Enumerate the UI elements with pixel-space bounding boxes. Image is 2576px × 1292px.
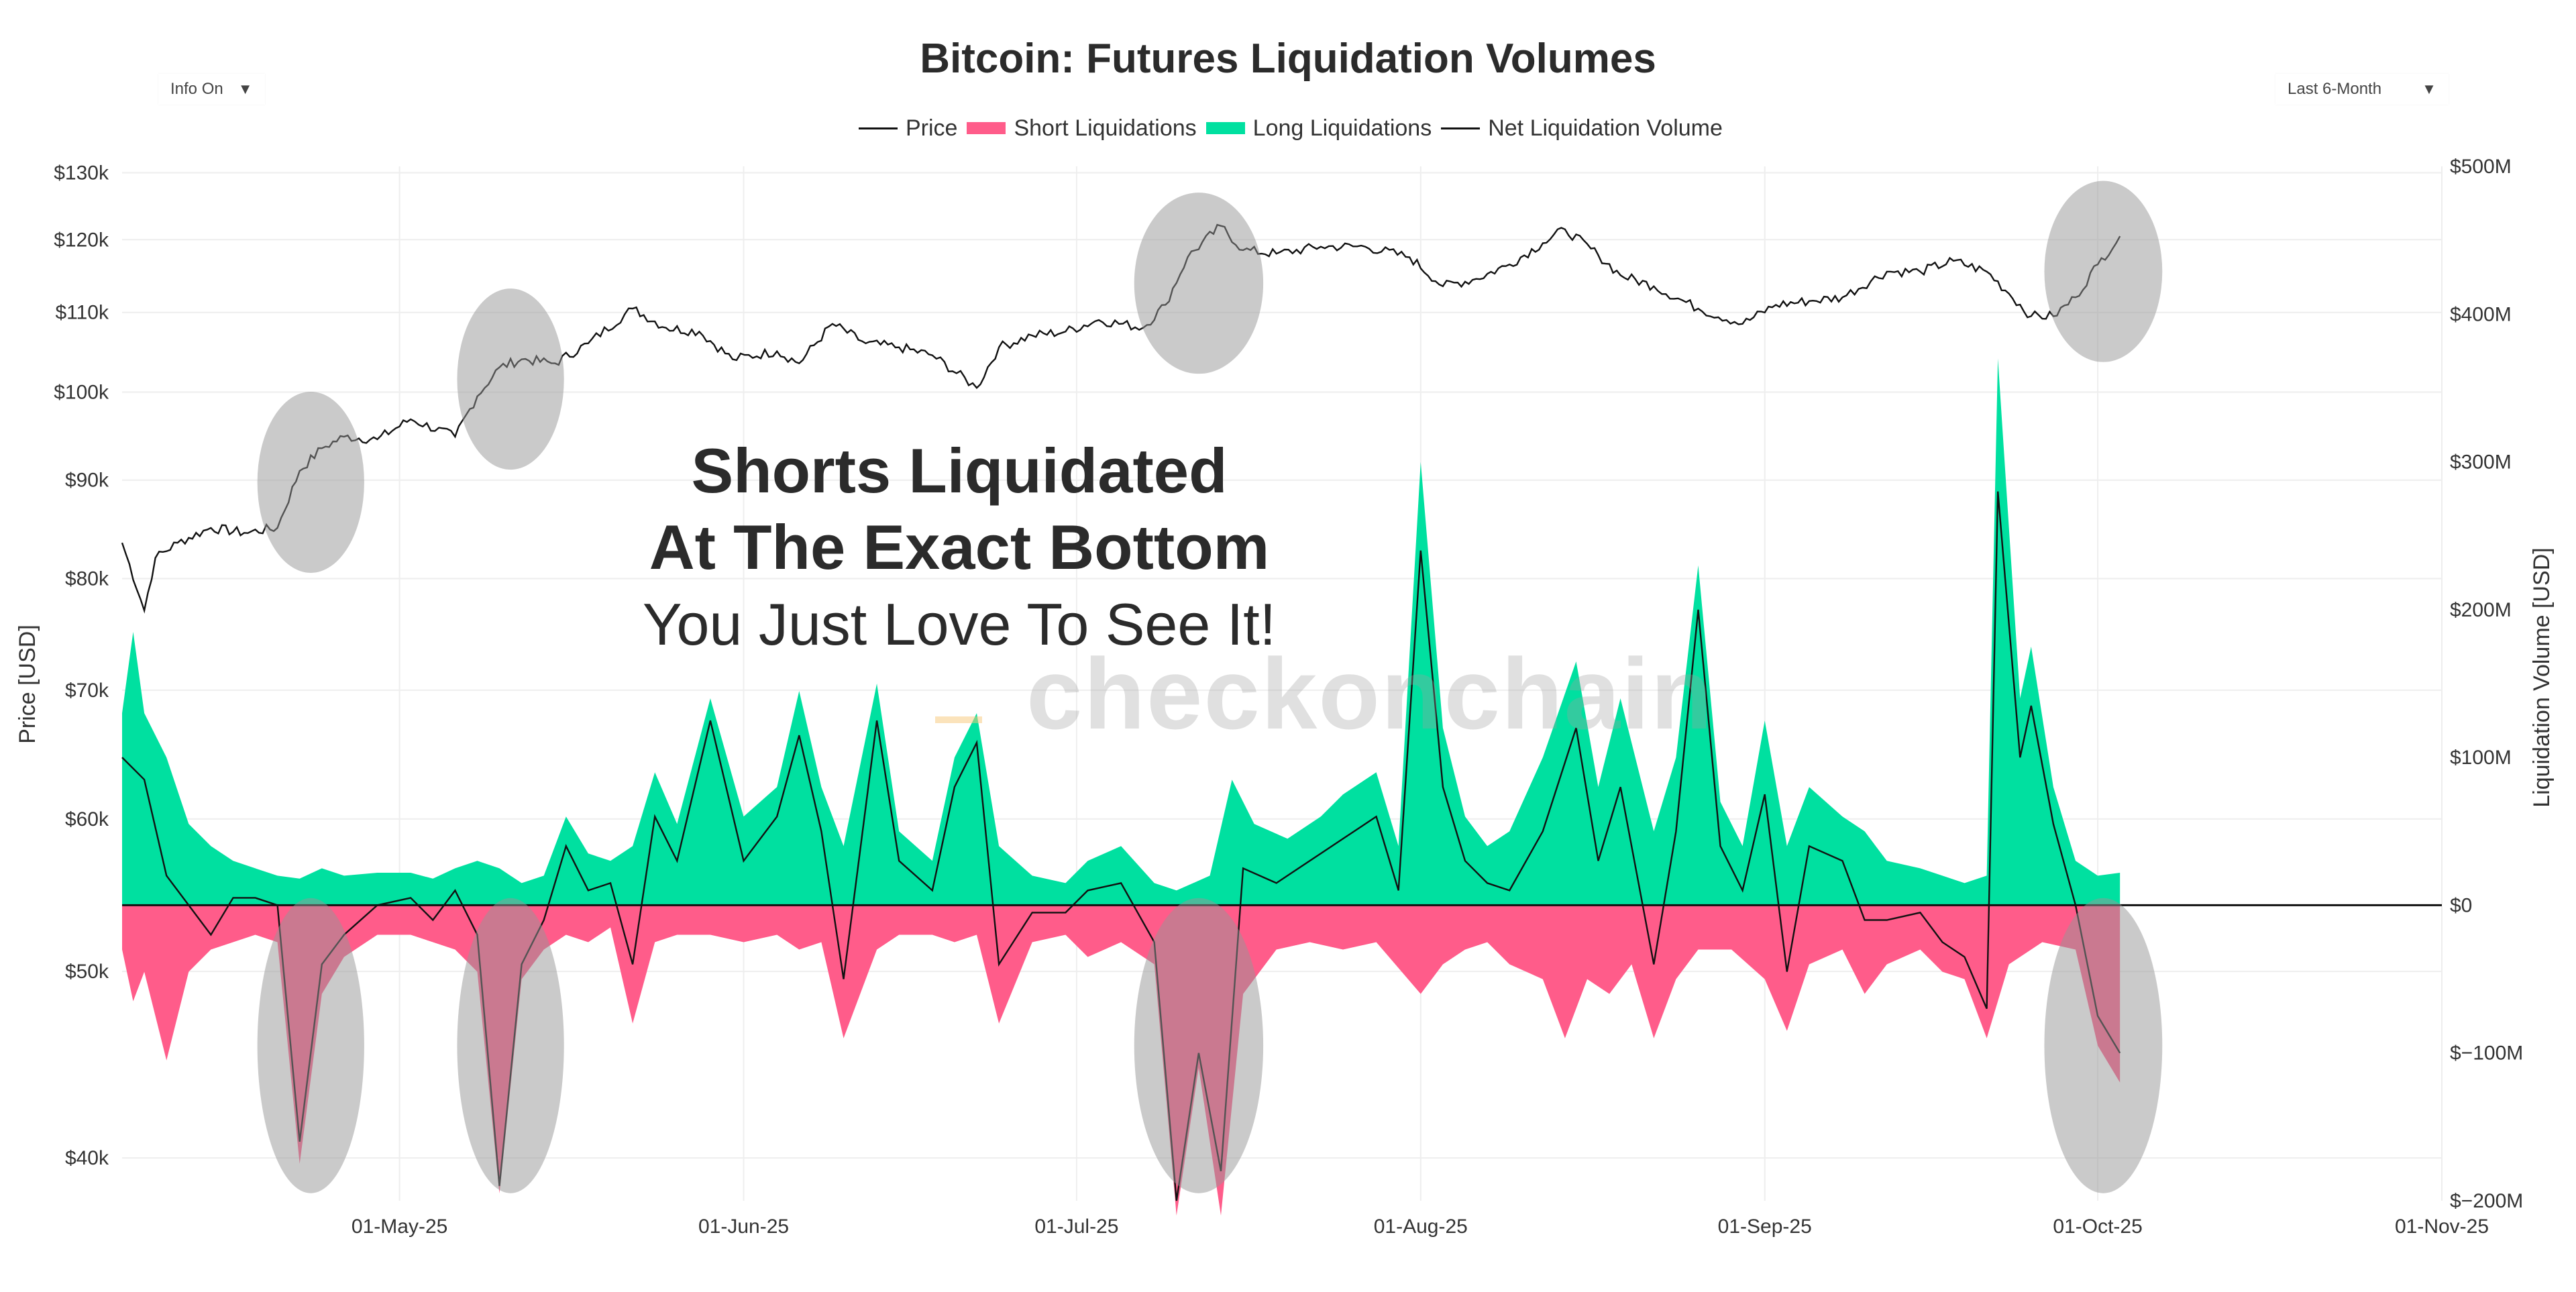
legend-label-price: Price [906, 115, 958, 141]
legend-swatch-price [859, 127, 898, 129]
highlight-shorts-0 [257, 898, 364, 1193]
legend-item-net[interactable]: Net Liquidation Volume [1441, 115, 1723, 142]
watermark: checkonchain [1026, 637, 1714, 750]
y-left-tick-label: $120k [54, 229, 109, 251]
highlight-price-0 [257, 391, 364, 573]
y-right-tick-label: $300M [2450, 451, 2512, 474]
highlight-shorts-1 [457, 898, 564, 1193]
x-tick-label: 01-Sep-25 [1718, 1216, 1812, 1238]
annotation-line-2: At The Exact Bottom [649, 512, 1270, 582]
y-left-tick-label: $100k [54, 381, 109, 403]
highlight-price-2 [1134, 193, 1264, 374]
y-right-axis-label: Liquidation Volume [USD] [2529, 547, 2555, 807]
series-short-liquidations [122, 905, 2121, 1216]
y-right-tick-label: $500M [2450, 156, 2512, 178]
chevron-down-icon: ▼ [2422, 80, 2436, 97]
annotation-line-1: Shorts Liquidated [691, 435, 1228, 506]
chart-title: Bitcoin: Futures Liquidation Volumes [920, 36, 1656, 82]
y-right-tick-label: $400M [2450, 303, 2512, 325]
legend-swatch-net [1441, 127, 1481, 129]
highlight-shorts-2 [1134, 898, 1264, 1193]
y-right-tick-label: $100M [2450, 747, 2512, 769]
legend-swatch-long [1205, 122, 1245, 134]
y-left-tick-label: $90k [65, 470, 109, 492]
y-left-tick-label: $40k [65, 1147, 109, 1169]
y-left-tick-label: $80k [65, 568, 109, 590]
y-right-tick-label: $0 [2450, 894, 2472, 916]
x-tick-label: 01-Oct-25 [2053, 1216, 2142, 1238]
x-tick-label: 01-Jun-25 [698, 1216, 789, 1238]
chevron-down-icon: ▼ [237, 80, 253, 97]
legend-item-short[interactable]: Short Liquidations [967, 115, 1197, 142]
series-long-liquidations [122, 358, 2121, 906]
series-net-liquidation [121, 491, 2121, 1201]
legend-item-price[interactable]: Price [859, 115, 957, 142]
legend: Price Short Liquidations Long Liquidatio… [859, 113, 1732, 144]
legend-label-short: Short Liquidations [1014, 115, 1197, 141]
range-select[interactable]: Last 6-Month ▼ [2275, 74, 2449, 105]
highlight-price-1 [457, 288, 564, 470]
axes: 01-May-25 01-Jun-25 01-Jul-25 01-Aug-25 01-S… [15, 156, 2555, 1238]
legend-label-long: Long Liquidations [1252, 115, 1432, 141]
x-tick-label: 01-May-25 [352, 1216, 447, 1238]
y-right-tick-label: $200M [2450, 599, 2512, 621]
y-left-tick-label: $60k [65, 808, 109, 830]
y-left-tick-label: $130k [54, 162, 109, 184]
y-right-tick-label: $−100M [2450, 1042, 2523, 1065]
y-left-tick-label: $70k [65, 680, 109, 702]
info-toggle-label: Info On [170, 80, 223, 98]
highlight-shorts-3 [2044, 898, 2163, 1193]
info-toggle-button[interactable]: Info On ▼ [158, 74, 265, 105]
series-price [121, 223, 2121, 614]
legend-label-net: Net Liquidation Volume [1488, 115, 1723, 141]
x-tick-label: 01-Jul-25 [1034, 1216, 1118, 1238]
x-tick-label: 01-Aug-25 [1374, 1216, 1468, 1238]
annotation-line-3: You Just Love To See It! [642, 591, 1277, 657]
legend-item-long[interactable]: Long Liquidations [1205, 115, 1432, 142]
x-tick-label: 01-Nov-25 [2395, 1216, 2489, 1238]
highlight-markers [257, 180, 2163, 1193]
series-lines [121, 223, 2121, 1201]
legend-swatch-short [967, 122, 1006, 134]
y-left-tick-label: $50k [65, 961, 109, 983]
y-left-axis-label: Price [USD] [15, 625, 40, 744]
range-select-label: Last 6-Month [2288, 80, 2382, 98]
y-left-tick-label: $110k [55, 302, 109, 324]
watermark-bar [935, 716, 982, 723]
highlight-price-3 [2044, 180, 2163, 362]
y-right-tick-label: $−200M [2450, 1190, 2523, 1212]
